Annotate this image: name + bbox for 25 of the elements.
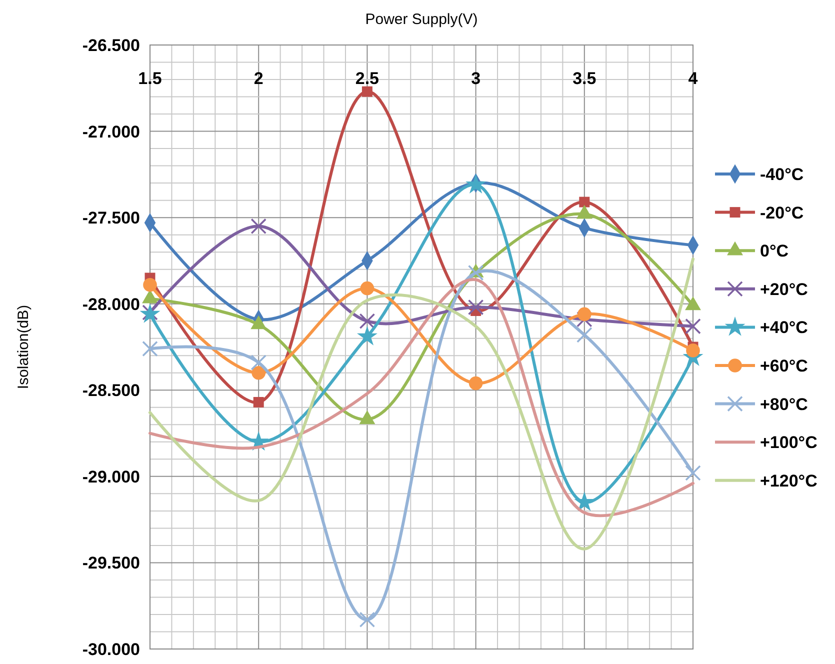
y-tick-label: -29.000 [82, 467, 140, 486]
y-axis-title: Isolation(dB) [15, 304, 32, 390]
y-tick-label: -27.000 [82, 122, 140, 142]
x-tick-label: 4 [688, 69, 698, 88]
legend-label: 0°C [760, 242, 789, 261]
x-tick-label: 3 [471, 69, 481, 88]
legend-label: +120°C [760, 471, 818, 490]
legend-label: +80°C [760, 394, 808, 414]
legend-label: +40°C [760, 318, 808, 338]
y-tick-label: -28.500 [82, 381, 140, 400]
y-tick-label: -26.500 [82, 36, 140, 55]
x-tick-label: 1.5 [138, 69, 162, 88]
legend-label: +20°C [760, 280, 808, 299]
x-tick-label: 2 [254, 69, 264, 88]
legend-label: +60°C [760, 356, 808, 376]
legend-label: -40°C [760, 165, 804, 184]
x-tick-label: 3.5 [572, 69, 596, 88]
x-tick-label: 2.5 [355, 69, 380, 88]
legend-label: +100°C [760, 433, 818, 452]
y-tick-label: -30.000 [82, 640, 140, 659]
y-tick-label: -28.000 [82, 294, 140, 314]
y-tick-label: -27.500 [82, 208, 140, 228]
y-tick-label: -29.500 [82, 554, 140, 573]
legend-label: -20°C [760, 203, 804, 222]
chart-title: Power Supply(V) [365, 11, 478, 28]
